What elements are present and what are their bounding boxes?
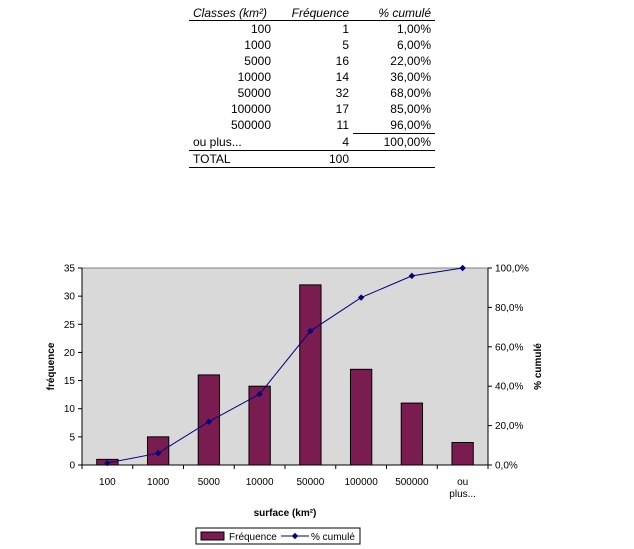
total-label: TOTAL: [189, 150, 275, 168]
table-row: 1000 5 6,00%: [189, 37, 435, 53]
cell-class: 100000: [230, 102, 271, 116]
cell-frequency: 32: [335, 86, 349, 100]
x-tick-label: 10000: [246, 477, 274, 488]
y-tick-label: 5: [69, 432, 75, 443]
y-tick-label: 35: [64, 264, 76, 275]
y-tick-label: 10: [64, 404, 76, 415]
y2-tick-label: 100,0%: [495, 264, 529, 275]
bar: [349, 368, 373, 466]
legend-label-frequence: Fréquence: [229, 532, 277, 543]
cell-frequency: 17: [335, 102, 349, 116]
cell-class: 50000: [237, 86, 271, 100]
y2-tick-label: 20,0%: [495, 421, 523, 432]
line-point: [256, 390, 263, 398]
line-point: [307, 327, 314, 335]
cumulative-line: [107, 267, 463, 464]
legend-bar-swatch: [200, 531, 225, 541]
cell-class: 100: [250, 22, 271, 36]
x-tick-label: 500000: [395, 477, 429, 488]
cell-cumulative: 85,00%: [390, 102, 431, 116]
cell-frequency: 4: [342, 134, 349, 149]
bar: [400, 402, 424, 466]
x-tick-label: 100: [99, 477, 116, 488]
cell-class: 500000: [230, 118, 271, 133]
y-tick-label: 30: [64, 292, 76, 303]
y-tick-label: 0: [69, 461, 75, 472]
cell-cumulative: 96,00%: [390, 118, 431, 132]
cell-class: 10000: [237, 70, 271, 84]
frequency-table: Classes (km²) Fréquence % cumulé 100 1 1…: [189, 4, 435, 168]
x-tick-label: 50000: [296, 477, 324, 488]
line-point: [459, 264, 466, 272]
cell-cumulative: 68,00%: [390, 86, 431, 100]
line-point: [408, 272, 416, 280]
table-row: 500000 11 96,00%: [189, 117, 435, 134]
x-tick-label: 5000: [198, 477, 221, 488]
cell-cumulative: 6,00%: [396, 38, 431, 52]
cell-cumulative: 36,00%: [390, 70, 431, 84]
header-frequence: Fréquence: [275, 4, 353, 21]
x-tick-label: ou: [457, 477, 468, 488]
y2-tick-label: 0,0%: [495, 461, 518, 472]
table-row: 100000 17 85,00%: [189, 101, 435, 117]
plot-area: [81, 267, 489, 466]
table-total-row: TOTAL 100: [189, 150, 435, 168]
total-value: 100: [275, 150, 353, 168]
cell-class: 5000: [244, 54, 271, 68]
y2-tick-label: 40,0%: [495, 382, 523, 393]
header-classes: Classes (km²): [189, 4, 275, 21]
y-tick-label: 15: [64, 376, 76, 387]
table-row: 5000 16 22,00%: [189, 53, 435, 69]
y2-axis-title: % cumulé: [533, 343, 544, 390]
line-point: [357, 294, 365, 301]
cell-class: ou plus...: [193, 134, 242, 149]
line-point: [205, 418, 213, 425]
table-header-row: Classes (km²) Fréquence % cumulé: [189, 4, 435, 21]
bar: [451, 441, 474, 466]
legend-box: [195, 527, 361, 545]
bar: [299, 284, 322, 466]
cell-frequency: 11: [336, 118, 349, 133]
y2-tick-label: 80,0%: [495, 303, 523, 314]
cell-class: 1000: [244, 38, 271, 52]
y2-tick-label: 60,0%: [495, 342, 523, 353]
cell-cumulative: 1,00%: [396, 22, 431, 36]
legend-label-cumule: % cumulé: [311, 532, 355, 543]
axes-layer: 0 5 10 15 20 25 30 35 0,0% 20,0% 40,0% 60,0% 80,0% 10…: [64, 264, 529, 501]
cell-cumulative: 100,00%: [353, 133, 435, 151]
x-tick-label: 1000: [147, 477, 170, 488]
header-cumule: % cumulé: [353, 4, 435, 21]
y-tick-label: 20: [64, 348, 76, 359]
x-tick-label: 100000: [344, 477, 378, 488]
x-tick-label: plus...: [449, 489, 476, 500]
cell-frequency: 1: [342, 22, 349, 36]
table-row: ou plus... 4 100,00%: [189, 133, 435, 151]
cell-frequency: 16: [335, 54, 349, 68]
cell-cumulative: 22,00%: [390, 54, 431, 68]
legend: Fréquence % cumulé: [195, 527, 361, 545]
table-row: 100 1 1,00%: [189, 21, 435, 38]
total-empty-cell: [353, 150, 435, 168]
cell-frequency: 5: [342, 38, 349, 52]
table-row: 50000 32 68,00%: [189, 85, 435, 101]
table-row: 10000 14 36,00%: [189, 69, 435, 85]
y-axis-title: fréquence: [46, 342, 57, 390]
y-tick-label: 25: [64, 320, 76, 331]
x-axis-title: surface (km²): [254, 508, 317, 519]
legend-diamond-marker: [291, 532, 299, 540]
cell-frequency: 14: [335, 70, 349, 84]
line-point: [154, 449, 162, 457]
